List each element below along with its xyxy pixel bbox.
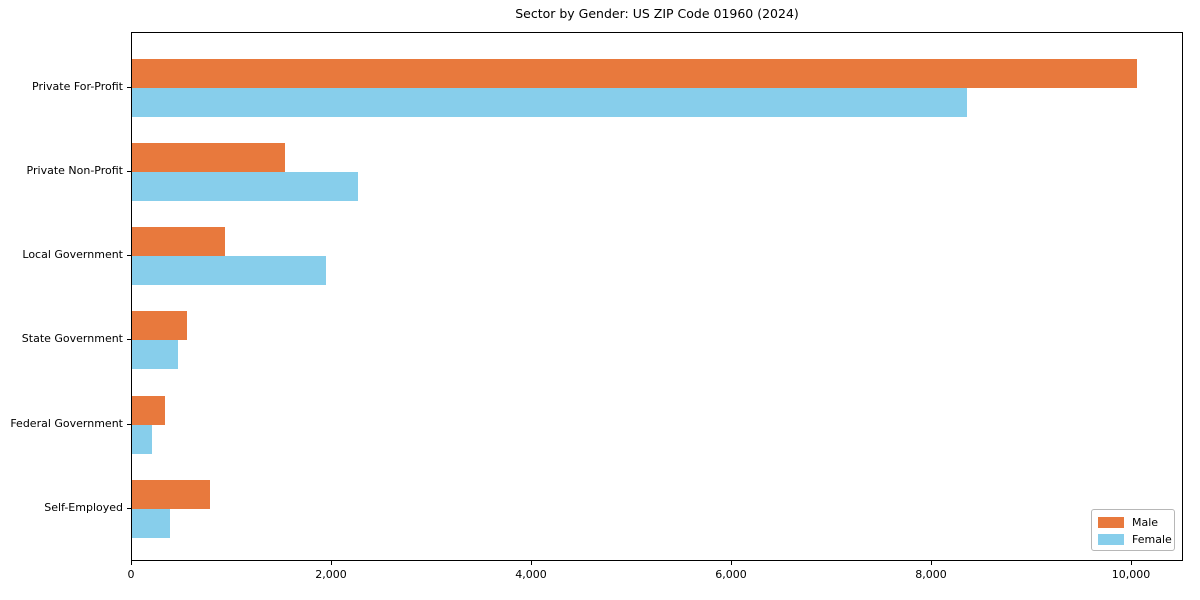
x-tick-label: 2,000 [315, 568, 347, 581]
legend: Male Female [1091, 509, 1175, 551]
legend-swatch-male [1098, 517, 1124, 528]
x-tick-mark [1131, 561, 1132, 565]
legend-label-male: Male [1132, 516, 1159, 529]
bar-female-local-government [132, 256, 326, 286]
y-axis-label-private-for-profit: Private For-Profit [32, 79, 123, 93]
y-tick-mark [127, 423, 131, 425]
bar-male-private-non-profit [132, 142, 285, 172]
bar-female-federal-government [132, 424, 152, 454]
x-tick-label: 6,000 [715, 568, 747, 581]
y-axis-label-federal-government: Federal Government [10, 416, 123, 430]
y-tick-mark [127, 339, 131, 341]
x-tick-mark [531, 561, 532, 565]
bar-male-local-government [132, 227, 225, 257]
bar-female-self-employed [132, 509, 170, 538]
y-tick-mark [127, 170, 131, 172]
y-axis-label-self-employed: Self-Employed [44, 501, 123, 514]
y-tick-mark [127, 86, 131, 88]
plot-area [131, 32, 1183, 561]
legend-swatch-female [1098, 534, 1124, 545]
x-tick-mark [331, 561, 332, 565]
bar-male-self-employed [132, 480, 210, 509]
x-tick-mark [931, 561, 932, 565]
y-axis-label-private-non-profit: Private Non-Profit [26, 163, 123, 177]
y-tick-mark [127, 508, 131, 509]
y-axis-label-local-government: Local Government [22, 248, 123, 262]
chart-title: Sector by Gender: US ZIP Code 01960 (202… [515, 6, 799, 21]
x-tick-mark [731, 561, 732, 565]
bar-male-private-for-profit [132, 58, 1137, 88]
y-axis-label-state-government: State Government [21, 332, 123, 346]
bar-male-federal-government [132, 395, 165, 425]
bar-female-private-non-profit [132, 171, 358, 201]
bar-female-private-for-profit [132, 87, 967, 117]
x-tick-label: 4,000 [515, 568, 547, 581]
bar-female-state-government [132, 340, 178, 370]
legend-item-female: Female [1098, 531, 1174, 548]
legend-label-female: Female [1132, 533, 1172, 546]
y-tick-mark [127, 255, 131, 257]
bar-male-state-government [132, 311, 187, 341]
x-tick-label: 0 [127, 568, 135, 581]
x-tick-label: 10,000 [1111, 568, 1151, 581]
x-tick-mark [131, 561, 132, 565]
x-tick-label: 8,000 [915, 568, 947, 581]
legend-item-male: Male [1098, 514, 1174, 531]
